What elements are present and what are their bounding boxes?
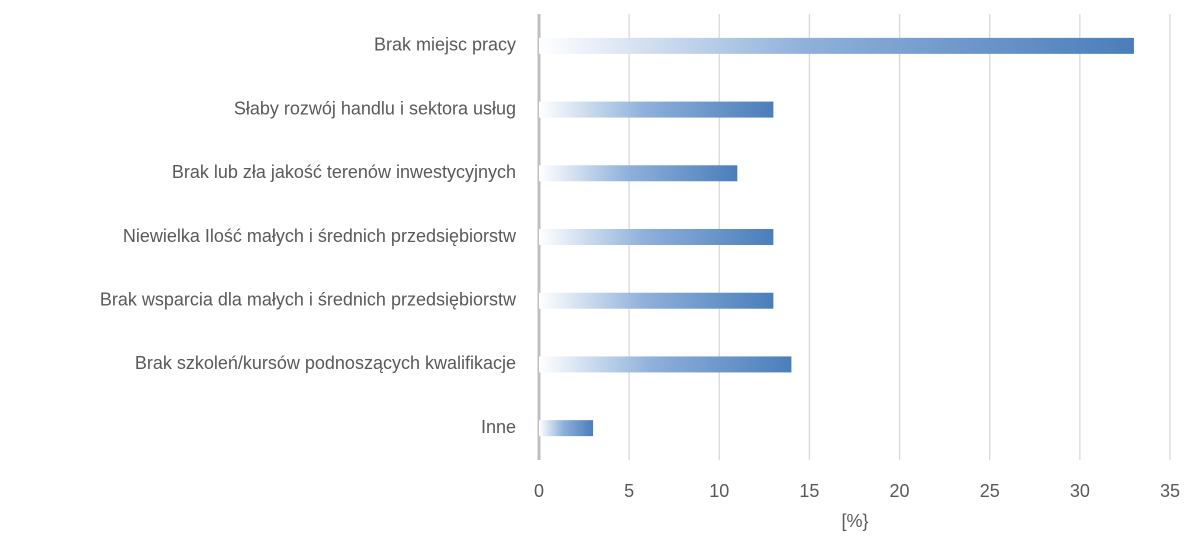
x-tick-label: 25	[980, 481, 1000, 501]
y-tick-label: Inne	[481, 417, 516, 437]
y-tick-label: Brak miejsc pracy	[374, 35, 516, 55]
x-tick-label: 10	[709, 481, 729, 501]
y-tick-label: Brak szkoleń/kursów podnoszących kwalifi…	[135, 353, 516, 373]
y-tick-label: Brak wsparcia dla małych i średnich prze…	[100, 289, 517, 309]
bar	[539, 165, 738, 182]
bar	[539, 420, 594, 437]
bar	[539, 356, 792, 373]
bar	[539, 37, 1134, 54]
x-tick-label: 5	[624, 481, 634, 501]
x-tick-label: 35	[1160, 481, 1180, 501]
bar	[539, 292, 774, 309]
x-tick-label: 0	[534, 481, 544, 501]
x-tick-label: 15	[799, 481, 819, 501]
bar	[539, 229, 774, 245]
bar	[539, 101, 774, 118]
x-tick-label: 30	[1070, 481, 1090, 501]
y-tick-label: Brak lub zła jakość terenów inwestycyjny…	[172, 162, 516, 182]
x-tick-label: 20	[890, 481, 910, 501]
y-tick-label: Niewielka Ilość małych i średnich przeds…	[123, 226, 517, 246]
y-tick-label: Słaby rozwój handlu i sektora usług	[234, 98, 516, 118]
x-axis-label: [%}	[841, 511, 868, 531]
